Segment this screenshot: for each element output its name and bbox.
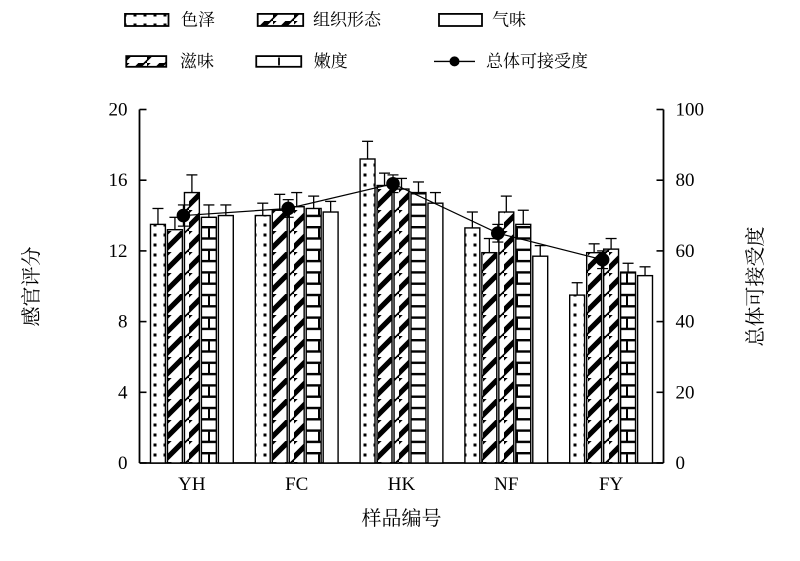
svg-text:12: 12	[109, 241, 128, 262]
svg-text:8: 8	[118, 312, 128, 333]
svg-text:0: 0	[118, 453, 128, 474]
svg-text:100: 100	[676, 100, 705, 121]
svg-text:FC: FC	[285, 474, 308, 495]
svg-text:组织形态: 组织形态	[313, 11, 382, 30]
svg-text:20: 20	[676, 382, 695, 403]
svg-text:FY: FY	[599, 474, 624, 495]
svg-text:YH: YH	[178, 474, 206, 495]
svg-text:滋味: 滋味	[180, 52, 214, 71]
svg-text:0: 0	[676, 453, 686, 474]
svg-text:60: 60	[676, 241, 695, 262]
svg-text:80: 80	[676, 170, 695, 191]
svg-text:嫩度: 嫩度	[314, 52, 348, 71]
svg-text:20: 20	[109, 100, 128, 121]
svg-text:总体可接受度: 总体可接受度	[486, 52, 588, 71]
svg-text:总体可接受度: 总体可接受度	[744, 227, 767, 347]
svg-text:NF: NF	[494, 474, 518, 495]
svg-text:样品编号: 样品编号	[362, 507, 442, 530]
svg-text:感官评分: 感官评分	[20, 247, 43, 327]
svg-text:气味: 气味	[492, 11, 526, 30]
svg-text:16: 16	[109, 170, 128, 191]
svg-text:4: 4	[118, 382, 128, 403]
svg-text:色泽: 色泽	[181, 11, 215, 30]
svg-text:HK: HK	[388, 474, 416, 495]
svg-text:40: 40	[676, 312, 695, 333]
